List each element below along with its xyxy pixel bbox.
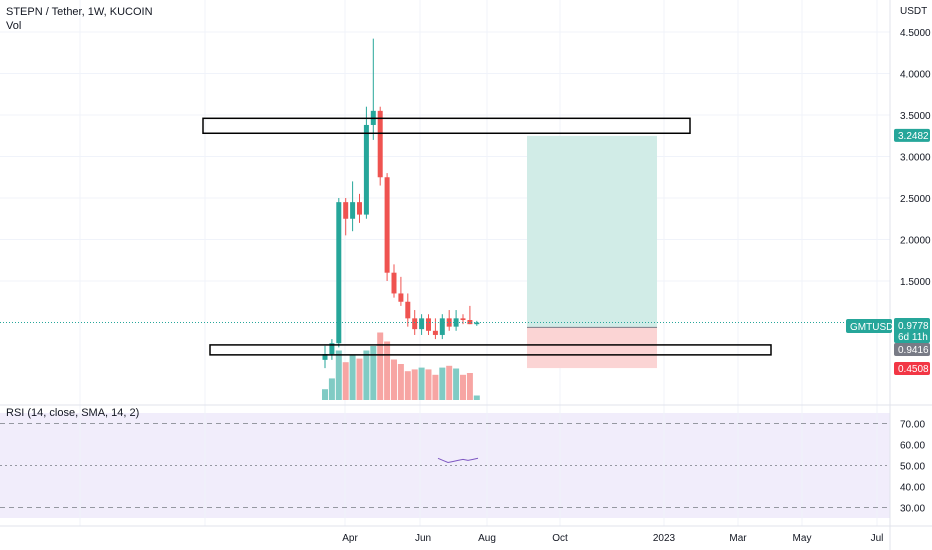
time-tick-label: Aug <box>478 533 496 544</box>
volume-bar <box>370 346 377 400</box>
price-axis[interactable]: 4.5000 4.0000 3.5000 3.0000 2.5000 2.0000 1.50… <box>900 28 931 288</box>
candle-body <box>432 330 438 335</box>
rsi-tick-label: 50.00 <box>900 462 925 473</box>
time-tick-label: Jun <box>415 533 431 544</box>
volume-bar <box>363 350 370 400</box>
time-tick-label: 2023 <box>653 533 676 544</box>
long-position-profit-zone[interactable] <box>527 135 657 328</box>
volume-bar <box>397 364 404 400</box>
volume-bar <box>322 389 328 400</box>
volume-bar <box>466 373 473 400</box>
candle-body <box>343 202 349 219</box>
volume-bar <box>328 378 335 400</box>
price-tick-label: 4.5000 <box>900 28 931 39</box>
price-tick-label: 3.0000 <box>900 153 931 164</box>
candle-body <box>377 110 383 178</box>
volume-bar <box>391 359 397 400</box>
candle-body <box>405 301 411 319</box>
rsi-axis: 70.00 60.00 50.00 40.00 30.00 <box>0 420 925 515</box>
resistance-rectangle[interactable] <box>202 117 691 135</box>
volume-bar <box>404 371 411 400</box>
volume-bar <box>453 368 460 400</box>
candle-body <box>350 202 356 219</box>
symbol-tag-badge: GMTUSDT <box>846 319 899 333</box>
time-tick-label: Oct <box>552 533 568 544</box>
rsi-tick-label: 60.00 <box>900 441 925 452</box>
stop-price-badge: 0.4508 <box>894 362 930 375</box>
candle-body <box>322 354 328 360</box>
candle-body <box>439 318 445 335</box>
symbol-title[interactable]: STEPN / Tether, 1W, KUCOIN <box>6 6 153 18</box>
price-tick-label: 3.5000 <box>900 111 931 122</box>
candle-body <box>363 124 369 215</box>
svg-text:0.9416: 0.9416 <box>898 345 929 356</box>
volume-bar <box>335 350 342 400</box>
long-position-loss-zone[interactable] <box>527 327 657 369</box>
candle-body <box>357 202 362 215</box>
candle-body <box>398 293 404 302</box>
volume-bar <box>384 341 391 400</box>
candle-body <box>474 322 480 325</box>
volume-bar <box>342 362 349 400</box>
support-rectangle[interactable] <box>209 344 772 356</box>
price-unit: USDT <box>900 6 927 17</box>
rsi-tick-label: 30.00 <box>900 504 925 515</box>
candle-body <box>426 318 431 331</box>
candle-body <box>446 318 452 327</box>
volume-bar <box>432 374 439 400</box>
volume-bar <box>446 365 453 400</box>
rsi-tick-label: 40.00 <box>900 483 925 494</box>
entry-price-badge: 0.9416 <box>894 343 930 356</box>
grid-lines <box>0 0 890 526</box>
candle-body <box>412 318 418 330</box>
price-tick-label: 4.0000 <box>900 70 931 81</box>
time-tick-label: May <box>793 533 812 544</box>
candle-body <box>329 343 335 355</box>
volume-label[interactable]: Vol <box>6 20 21 32</box>
volume-bars <box>322 332 480 400</box>
rsi-title[interactable]: RSI (14, close, SMA, 14, 2) <box>6 407 139 419</box>
svg-text:0.9778: 0.9778 <box>898 321 929 332</box>
candles <box>322 38 480 369</box>
price-tick-label: 2.0000 <box>900 236 931 247</box>
target-price-badge: 3.2482 <box>894 128 930 142</box>
svg-text:GMTUSDT: GMTUSDT <box>850 322 899 333</box>
volume-bar <box>356 358 363 400</box>
volume-bar <box>460 374 466 400</box>
volume-bar <box>349 355 356 400</box>
volume-bar <box>377 332 384 400</box>
volume-bar <box>439 367 446 400</box>
volume-bar <box>411 369 418 400</box>
volume-bar <box>473 395 480 400</box>
candle-body <box>336 202 342 344</box>
volume-bar <box>418 367 425 400</box>
svg-text:0.4508: 0.4508 <box>898 364 929 375</box>
time-tick-label: Apr <box>342 533 358 544</box>
candle-body <box>419 318 425 330</box>
price-tick-label: 2.5000 <box>900 194 931 205</box>
time-tick-label: Jul <box>871 533 884 544</box>
last-price-badge: 0.9778 6d 11h <box>894 318 930 343</box>
candle-body <box>384 177 390 273</box>
time-tick-label: Mar <box>729 533 747 544</box>
time-axis[interactable]: Apr Jun Aug Oct 2023 Mar May Jul <box>342 533 883 544</box>
svg-text:3.2482: 3.2482 <box>898 131 929 142</box>
candle-body <box>467 320 473 325</box>
bar-countdown: 6d 11h <box>898 332 928 343</box>
volume-bar <box>425 369 432 400</box>
rsi-line <box>437 457 479 464</box>
candle-body <box>391 272 397 294</box>
price-tick-label: 1.5000 <box>900 277 931 288</box>
rsi-tick-label: 70.00 <box>900 420 925 431</box>
candle-body <box>460 318 466 321</box>
